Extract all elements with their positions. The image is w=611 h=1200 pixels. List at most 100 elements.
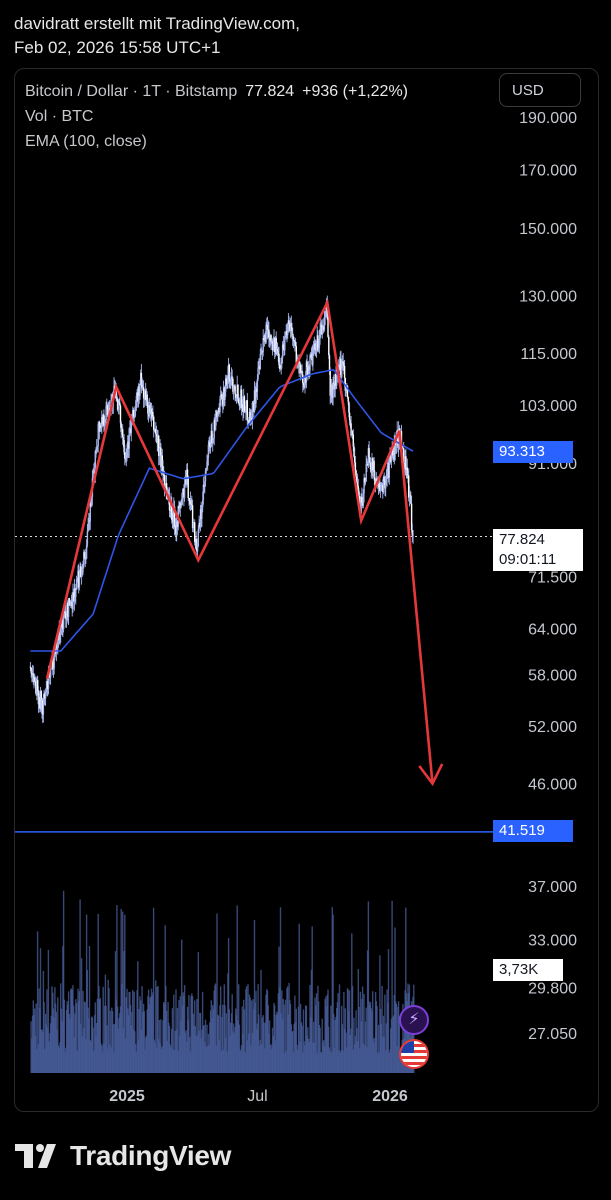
candle-body <box>207 457 209 462</box>
candle-body <box>105 406 107 420</box>
volume-bar <box>121 983 123 1073</box>
volume-bar <box>62 890 65 1073</box>
volume-bar <box>188 995 190 1073</box>
candle-body <box>234 385 236 395</box>
candle-body <box>86 531 89 545</box>
volume-bar <box>245 986 248 1073</box>
candle-body <box>359 496 361 509</box>
candle-body <box>194 522 196 543</box>
candle-body <box>283 348 285 351</box>
volume-bar <box>111 1007 113 1073</box>
volume-bar <box>310 969 313 1073</box>
candle-body <box>78 569 81 588</box>
candle-body <box>294 341 296 342</box>
volume-bar <box>279 907 282 1073</box>
y-tick-label: 71.500 <box>528 569 577 586</box>
candle-body <box>282 344 285 349</box>
candle-body <box>66 603 68 619</box>
last-price-tag: 77.824 09:01:11 <box>493 529 583 571</box>
volume-bar <box>299 1003 302 1073</box>
candle-body <box>301 370 303 375</box>
volume-bar <box>198 1030 200 1073</box>
candle-body <box>327 315 329 337</box>
candle-body <box>163 475 165 476</box>
volume-bar <box>293 1023 295 1073</box>
legend-ema[interactable]: EMA (100, close) <box>25 133 147 150</box>
currency-button[interactable]: USD <box>499 73 581 107</box>
volume-bar <box>333 1014 335 1073</box>
candle-body <box>361 503 364 506</box>
candle-body <box>409 494 411 496</box>
y-tick-label: 46.000 <box>528 777 577 794</box>
candle-body <box>47 681 49 689</box>
volume-bar <box>54 1003 57 1073</box>
volume-bar <box>65 1047 67 1073</box>
volume-bar <box>190 996 192 1073</box>
legend-symbol[interactable]: Bitcoin / Dollar · 1T · Bitstamp <box>25 83 238 100</box>
volume-bar <box>263 1022 265 1073</box>
candle-body <box>380 486 383 487</box>
volume-bar <box>134 1031 136 1073</box>
candle-body <box>312 348 314 365</box>
candle-body <box>129 428 131 430</box>
candle-body <box>33 677 35 683</box>
volume-bar <box>184 1033 186 1073</box>
volume-bar <box>399 1050 401 1073</box>
candle-body <box>328 336 330 356</box>
volume-bar <box>254 1002 256 1073</box>
volume-bar <box>35 1003 37 1073</box>
volume-bar <box>350 1028 352 1073</box>
lightning-icon[interactable]: ⚡ <box>399 1005 429 1035</box>
us-flag-icon[interactable] <box>399 1039 429 1069</box>
horizontal-line-tag[interactable]: 41.519 <box>493 820 573 842</box>
y-tick-label: 190.000 <box>519 110 577 127</box>
volume-bar <box>222 1049 225 1073</box>
candle-body <box>284 336 286 351</box>
candle-body <box>253 390 256 412</box>
candle-body <box>65 612 67 619</box>
volume-bar <box>368 1001 370 1073</box>
candle-body <box>124 458 127 460</box>
candle-body <box>277 351 279 354</box>
volume-bar <box>47 949 50 1073</box>
candle-body <box>319 328 321 339</box>
volume-bar <box>410 1001 413 1073</box>
y-tick-label: 150.000 <box>519 221 577 238</box>
candle-body <box>163 475 166 488</box>
candle-body <box>292 336 295 341</box>
volume-bar <box>239 1049 241 1073</box>
candle-body <box>365 464 367 482</box>
volume-bar <box>75 1003 78 1073</box>
volume-bar <box>349 1035 351 1073</box>
volume-bar <box>376 1006 378 1073</box>
candle-body <box>67 598 70 617</box>
volume-bar <box>358 1007 360 1073</box>
candle-body <box>266 324 268 326</box>
candle-body <box>354 462 357 471</box>
volume-bar <box>61 1021 63 1073</box>
candle-body <box>195 538 197 548</box>
volume-bar <box>387 949 390 1073</box>
volume-bar <box>312 1021 315 1073</box>
candle-body <box>181 499 183 506</box>
volume-bar <box>58 1047 60 1073</box>
volume-bar <box>314 997 316 1073</box>
volume-bar <box>250 1000 253 1073</box>
volume-bar <box>259 1040 261 1073</box>
candle-body <box>386 474 388 478</box>
candle-body <box>138 386 140 396</box>
volume-bar <box>208 1044 210 1073</box>
volume-bar <box>372 991 374 1073</box>
chart-frame[interactable]: 190.000 170.000 150.000 130.000 115.000 103.0… <box>14 68 599 1112</box>
volume-bar <box>154 1042 156 1073</box>
last-price-tag-value: 77.824 <box>499 531 545 548</box>
candle-body <box>302 383 305 386</box>
candle-body <box>104 421 106 427</box>
candle-body <box>89 503 91 522</box>
chart-canvas[interactable]: 190.000 170.000 150.000 130.000 115.000 103.0… <box>15 69 598 1111</box>
volume-bar <box>127 1015 130 1073</box>
candle-body <box>332 382 334 399</box>
volume-bar <box>288 982 290 1073</box>
legend-volume[interactable]: Vol · BTC <box>25 108 94 125</box>
candle-body <box>268 329 270 339</box>
